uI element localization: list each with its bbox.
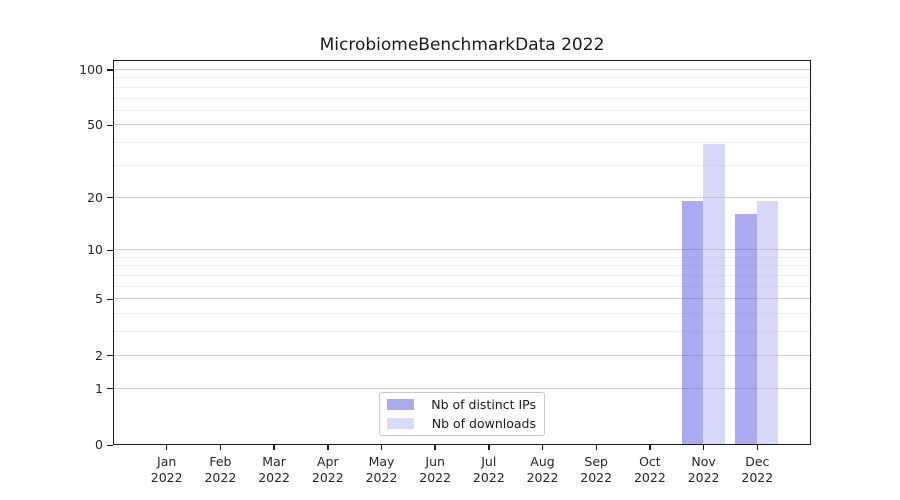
legend-label-downloads: Nb of downloads bbox=[431, 416, 536, 431]
x-tick-label-10: Nov 2022 bbox=[687, 454, 720, 485]
x-tick-mark-2 bbox=[273, 445, 275, 450]
gridline-major-1 bbox=[114, 387, 810, 389]
gridline-minor-30 bbox=[114, 164, 810, 166]
legend: Nb of distinct IPs Nb of downloads bbox=[379, 392, 545, 436]
chart-title: MicrobiomeBenchmarkData 2022 bbox=[319, 35, 605, 55]
x-tick-label-8: Sep 2022 bbox=[580, 454, 613, 485]
x-tick-mark-3 bbox=[327, 445, 329, 450]
gridline-major-50 bbox=[114, 124, 810, 126]
x-tick-mark-10 bbox=[702, 445, 705, 450]
y-tick-label-10: 10 bbox=[87, 242, 103, 258]
y-tick-label-2: 2 bbox=[95, 347, 103, 363]
legend-swatch-distinct-ips bbox=[387, 399, 414, 410]
x-tick-label-1: Feb 2022 bbox=[204, 454, 237, 485]
gridline-minor-3 bbox=[114, 331, 810, 333]
y-tick-label-0: 0 bbox=[95, 437, 103, 452]
x-tick-label-0: Jan 2022 bbox=[150, 454, 183, 485]
legend-label-distinct-ips: Nb of distinct IPs bbox=[431, 397, 536, 412]
y-tick-mark-50 bbox=[106, 124, 113, 127]
y-tick-label-100: 100 bbox=[79, 61, 103, 77]
y-tick-mark-2 bbox=[106, 355, 113, 357]
x-tick-label-9: Oct 2022 bbox=[633, 454, 666, 485]
gridline-major-5 bbox=[114, 298, 810, 300]
gridline-minor-90 bbox=[114, 77, 810, 79]
y-tick-mark-100 bbox=[106, 69, 113, 71]
gridline-major-100 bbox=[114, 68, 810, 70]
gridline-minor-6 bbox=[114, 285, 810, 287]
y-tick-mark-5 bbox=[106, 298, 113, 301]
y-tick-mark-1 bbox=[106, 388, 113, 390]
y-tick-mark-10 bbox=[106, 249, 113, 251]
x-tick-label-7: Aug 2022 bbox=[526, 454, 559, 485]
y-tick-mark-20 bbox=[106, 197, 113, 199]
x-tick-mark-5 bbox=[434, 445, 436, 450]
plot-area bbox=[113, 60, 811, 445]
y-tick-mark-0 bbox=[106, 444, 113, 446]
gridline-minor-7 bbox=[114, 275, 810, 276]
bar-nov-downloads bbox=[703, 144, 725, 444]
bar-dec-distinct-ips bbox=[735, 213, 757, 444]
y-tick-label-1: 1 bbox=[95, 380, 103, 396]
x-tick-mark-4 bbox=[380, 445, 383, 450]
y-tick-label-20: 20 bbox=[87, 189, 103, 205]
gridline-major-10 bbox=[114, 249, 810, 251]
legend-swatch-downloads bbox=[387, 418, 414, 429]
legend-item-downloads: Nb of downloads bbox=[387, 416, 536, 431]
x-tick-mark-0 bbox=[165, 445, 168, 450]
x-tick-mark-6 bbox=[488, 445, 490, 450]
gridline-minor-60 bbox=[114, 109, 810, 111]
x-tick-label-5: Jun 2022 bbox=[419, 454, 452, 485]
gridline-minor-8 bbox=[114, 265, 810, 267]
bar-nov-distinct-ips bbox=[681, 200, 704, 444]
bar-dec-downloads bbox=[756, 200, 779, 444]
x-tick-label-3: Apr 2022 bbox=[311, 454, 344, 485]
gridline-major-20 bbox=[114, 196, 810, 198]
x-tick-label-2: Mar 2022 bbox=[258, 454, 290, 485]
gridline-minor-40 bbox=[114, 142, 810, 144]
x-tick-label-6: Jul 2022 bbox=[472, 454, 505, 485]
x-tick-label-4: May 2022 bbox=[365, 454, 398, 485]
y-tick-label-5: 5 bbox=[95, 291, 103, 307]
gridline-minor-9 bbox=[114, 256, 810, 258]
x-tick-label-11: Dec 2022 bbox=[741, 454, 774, 485]
gridline-minor-4 bbox=[114, 313, 810, 315]
x-tick-mark-9 bbox=[649, 445, 651, 450]
gridline-minor-70 bbox=[114, 97, 810, 99]
x-tick-mark-11 bbox=[756, 445, 759, 450]
gridline-major-2 bbox=[114, 354, 810, 356]
gridline-minor-80 bbox=[114, 86, 810, 88]
legend-item-distinct-ips: Nb of distinct IPs bbox=[387, 397, 536, 412]
x-tick-mark-7 bbox=[541, 445, 544, 450]
x-tick-mark-8 bbox=[595, 445, 597, 450]
x-tick-mark-1 bbox=[219, 445, 222, 450]
y-tick-label-50: 50 bbox=[87, 117, 103, 133]
